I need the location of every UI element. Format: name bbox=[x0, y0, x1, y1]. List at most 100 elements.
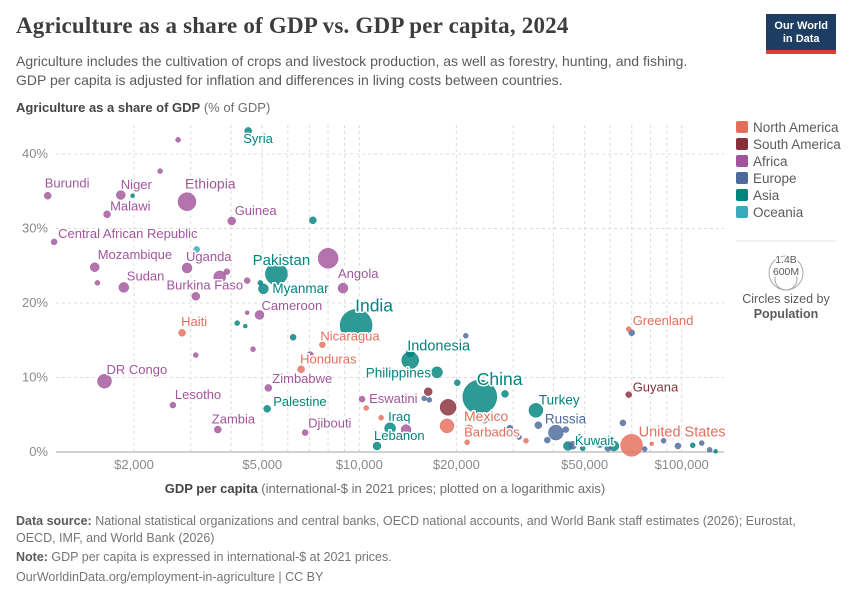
legend-item-eu[interactable]: Europe bbox=[753, 171, 797, 186]
legend-swatch-eu[interactable] bbox=[736, 172, 748, 184]
data-point[interactable] bbox=[378, 414, 384, 421]
point-russia[interactable] bbox=[548, 424, 564, 441]
point-syria[interactable] bbox=[244, 127, 252, 135]
point-barbados[interactable] bbox=[464, 439, 470, 446]
point-sudan[interactable] bbox=[118, 282, 130, 293]
data-point[interactable] bbox=[423, 387, 433, 396]
data-point[interactable] bbox=[595, 438, 605, 448]
point-mozambique[interactable] bbox=[89, 262, 100, 272]
data-point[interactable] bbox=[587, 437, 596, 445]
point-palestine[interactable] bbox=[263, 405, 271, 413]
point-dr-congo[interactable] bbox=[97, 373, 112, 389]
data-point[interactable] bbox=[660, 438, 667, 444]
legend-swatch-af[interactable] bbox=[736, 155, 748, 167]
point-united-states[interactable] bbox=[620, 434, 643, 457]
point-malawi[interactable] bbox=[103, 210, 111, 219]
point-central-african-republic[interactable] bbox=[50, 238, 58, 246]
point-nicaragua[interactable] bbox=[319, 341, 326, 348]
legend-item-na[interactable]: North America bbox=[753, 120, 839, 135]
point-pakistan[interactable] bbox=[265, 262, 288, 286]
point-burkina-faso[interactable] bbox=[191, 292, 201, 301]
point-india[interactable] bbox=[339, 309, 373, 342]
point-burundi[interactable] bbox=[43, 191, 52, 200]
data-point[interactable] bbox=[641, 446, 648, 452]
data-point[interactable] bbox=[244, 310, 250, 315]
data-point[interactable] bbox=[619, 419, 627, 427]
data-point[interactable] bbox=[464, 424, 474, 434]
point-lesotho[interactable] bbox=[169, 401, 177, 409]
point-cameroon[interactable] bbox=[254, 310, 265, 320]
data-point[interactable] bbox=[501, 390, 509, 398]
data-point[interactable] bbox=[309, 216, 317, 225]
citation-url[interactable]: OurWorldinData.org/employment-in-agricul… bbox=[16, 570, 324, 584]
data-point[interactable] bbox=[306, 351, 314, 359]
data-point[interactable] bbox=[157, 168, 163, 174]
data-point[interactable] bbox=[649, 441, 654, 447]
point-myanmar[interactable] bbox=[258, 283, 269, 295]
legend-item-af[interactable]: Africa bbox=[753, 154, 788, 169]
legend-swatch-na[interactable] bbox=[736, 121, 748, 133]
data-point[interactable] bbox=[494, 412, 500, 418]
point-honduras[interactable] bbox=[297, 365, 305, 374]
owid-logo[interactable]: Our World in Data bbox=[766, 14, 836, 54]
data-point[interactable] bbox=[400, 424, 412, 435]
data-point[interactable] bbox=[234, 320, 240, 326]
data-point[interactable] bbox=[454, 379, 461, 386]
data-point[interactable] bbox=[243, 323, 248, 329]
data-point[interactable] bbox=[192, 230, 198, 237]
point-eswatini[interactable] bbox=[358, 395, 366, 403]
point-philippines[interactable] bbox=[431, 366, 443, 379]
point-turkey[interactable] bbox=[528, 403, 544, 418]
point-china[interactable] bbox=[462, 379, 498, 415]
data-point[interactable] bbox=[604, 445, 612, 452]
data-point[interactable] bbox=[463, 333, 469, 339]
point-uganda[interactable] bbox=[181, 262, 193, 274]
data-point[interactable] bbox=[193, 246, 200, 253]
data-point[interactable] bbox=[223, 268, 231, 275]
legend-item-sa[interactable]: South America bbox=[753, 137, 841, 152]
data-point[interactable] bbox=[243, 277, 251, 284]
data-point[interactable] bbox=[421, 395, 427, 402]
legend-swatch-as[interactable] bbox=[736, 189, 748, 201]
legend-item-oc[interactable]: Oceania bbox=[753, 205, 804, 220]
data-point[interactable] bbox=[523, 438, 529, 444]
point-lebanon[interactable] bbox=[372, 441, 382, 451]
legend-item-as[interactable]: Asia bbox=[753, 188, 780, 203]
data-point[interactable] bbox=[193, 352, 199, 358]
data-point[interactable] bbox=[405, 348, 415, 358]
data-point[interactable] bbox=[534, 421, 543, 429]
point-guyana[interactable] bbox=[625, 391, 632, 398]
point-guinea[interactable] bbox=[227, 216, 236, 226]
data-point[interactable] bbox=[689, 442, 696, 449]
data-point[interactable] bbox=[426, 397, 433, 403]
data-point[interactable] bbox=[506, 424, 514, 432]
point-greenland[interactable] bbox=[625, 326, 632, 332]
data-point[interactable] bbox=[439, 399, 457, 416]
legend-swatch-sa[interactable] bbox=[736, 138, 748, 150]
data-point[interactable] bbox=[674, 442, 682, 450]
data-point[interactable] bbox=[363, 405, 369, 411]
point-iraq[interactable] bbox=[384, 422, 396, 434]
data-point[interactable] bbox=[516, 434, 522, 440]
data-point[interactable] bbox=[250, 346, 256, 352]
data-point[interactable] bbox=[289, 334, 297, 341]
data-point[interactable] bbox=[544, 436, 551, 444]
data-point[interactable] bbox=[94, 280, 101, 286]
point-mexico[interactable] bbox=[439, 418, 455, 434]
data-point[interactable] bbox=[576, 433, 583, 441]
data-point[interactable] bbox=[706, 447, 713, 453]
point-djibouti[interactable] bbox=[301, 429, 309, 436]
point-angola[interactable] bbox=[337, 282, 349, 294]
data-point[interactable] bbox=[257, 280, 264, 286]
point-niger[interactable] bbox=[116, 190, 126, 200]
data-point[interactable] bbox=[317, 248, 339, 269]
data-point[interactable] bbox=[698, 440, 705, 446]
point-zimbabwe[interactable] bbox=[264, 384, 273, 392]
data-point[interactable] bbox=[130, 193, 135, 198]
data-point[interactable] bbox=[175, 137, 181, 143]
point-zambia[interactable] bbox=[214, 425, 222, 434]
legend-swatch-oc[interactable] bbox=[736, 206, 748, 218]
data-point[interactable] bbox=[568, 441, 577, 450]
point-ethiopia[interactable] bbox=[177, 192, 197, 211]
point-haiti[interactable] bbox=[178, 329, 186, 337]
